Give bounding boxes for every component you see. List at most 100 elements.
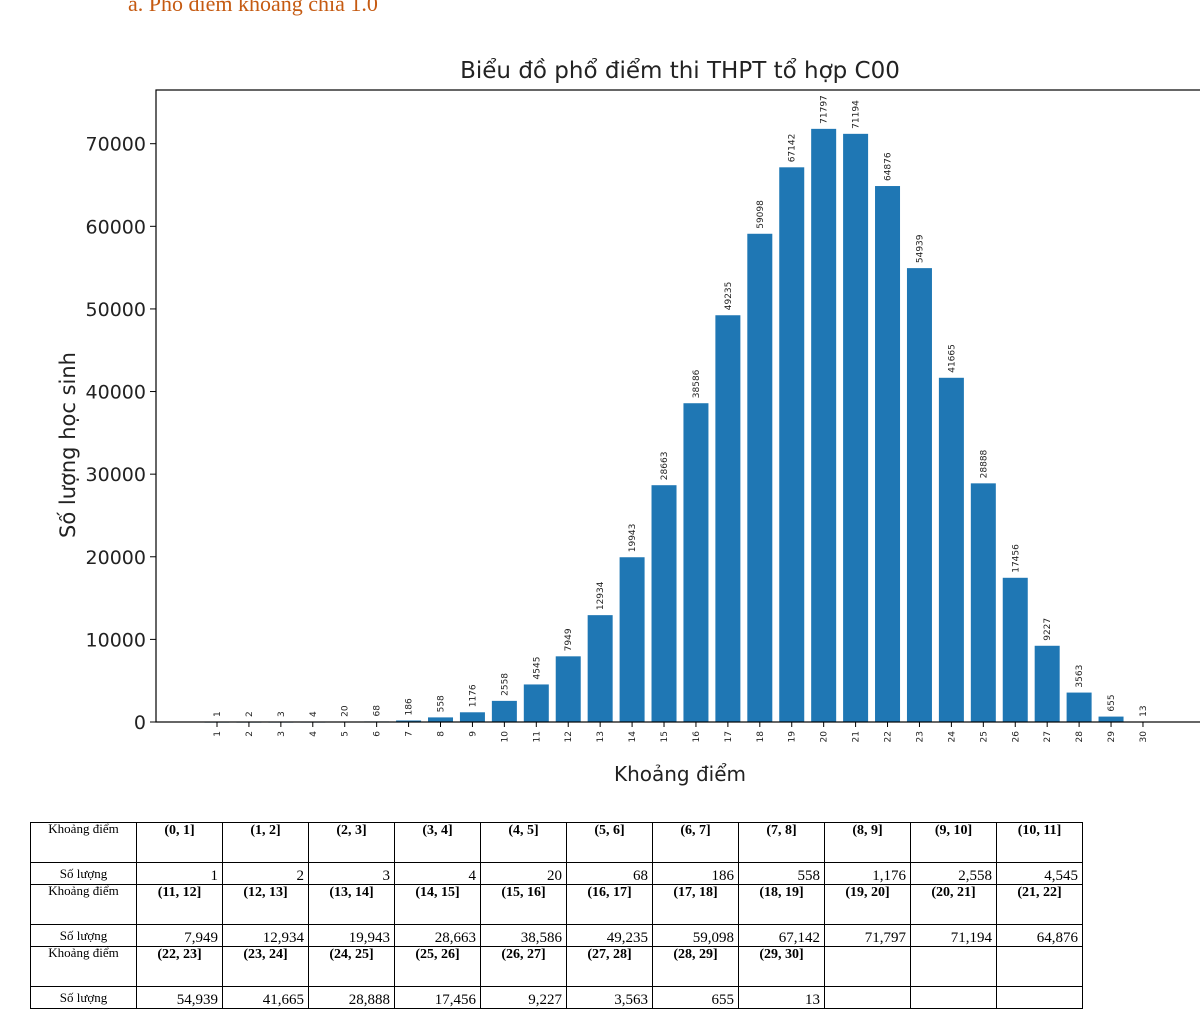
range-cell: (27, 28] xyxy=(566,946,653,987)
data-label: 19943 xyxy=(628,524,638,553)
count-cell: 28,663 xyxy=(394,924,481,947)
range-cell: (4, 5] xyxy=(480,822,567,863)
range-cell: (2, 3] xyxy=(308,822,395,863)
bar-15 xyxy=(651,485,677,722)
count-cell: 28,888 xyxy=(308,986,395,1009)
range-cell: (23, 24] xyxy=(222,946,309,987)
x-tick-label: 17 xyxy=(724,731,734,742)
x-tick-label: 21 xyxy=(852,731,862,742)
data-label: 1 xyxy=(213,711,223,717)
count-cell: 20 xyxy=(480,862,567,885)
x-tick-label: 23 xyxy=(915,731,925,742)
x-axis-label: Khoảng điểm xyxy=(614,762,746,786)
data-labels: 1 2 3 4 20 68 186 558 1176 2558 4545 7949 12934 19943… xyxy=(213,95,1149,717)
range-cell xyxy=(824,946,911,987)
data-label: 1176 xyxy=(468,684,478,707)
data-label: 2558 xyxy=(500,673,510,696)
x-tick-label: 1 xyxy=(213,731,223,737)
table-row-counts: Số lượng 54,939 41,665 28,888 17,456 9,227 3,5… xyxy=(30,986,1083,1009)
count-cell: 2,558 xyxy=(910,862,997,885)
score-table: Khoảng điểm (0, 1] (1, 2] (2, 3] (3, 4] (4, 5… xyxy=(30,822,1083,1009)
y-tick-label: 60000 xyxy=(86,216,146,238)
count-cell: 41,665 xyxy=(222,986,309,1009)
count-cell: 7,949 xyxy=(136,924,223,947)
x-tick-label: 12 xyxy=(564,731,574,742)
row-header-count: Số lượng xyxy=(30,986,137,1009)
data-label: 4545 xyxy=(532,657,542,680)
data-label: 59098 xyxy=(756,200,766,229)
range-cell: (5, 6] xyxy=(566,822,653,863)
bar-11 xyxy=(523,684,549,722)
count-cell: 2 xyxy=(222,862,309,885)
range-cell: (26, 27] xyxy=(480,946,567,987)
count-cell xyxy=(996,986,1083,1009)
range-cell: (25, 26] xyxy=(394,946,481,987)
score-distribution-chart: Biểu đồ phổ điểm thi THPT tổ hợp C00 010… xyxy=(56,58,1200,786)
x-tick-label: 18 xyxy=(756,731,766,743)
bar-20 xyxy=(811,128,837,723)
count-cell: 17,456 xyxy=(394,986,481,1009)
x-tick-label: 27 xyxy=(1043,731,1053,742)
data-label: 558 xyxy=(437,695,447,712)
bar-14 xyxy=(619,557,645,722)
chart-title: Biểu đồ phổ điểm thi THPT tổ hợp C00 xyxy=(460,58,900,84)
count-cell: 19,943 xyxy=(308,924,395,947)
range-cell: (20, 21] xyxy=(910,884,997,925)
range-cell: (1, 2] xyxy=(222,822,309,863)
count-cell: 54,939 xyxy=(136,986,223,1009)
count-cell: 558 xyxy=(738,862,825,885)
data-label: 28888 xyxy=(979,449,989,478)
data-label: 186 xyxy=(405,698,415,715)
bar-19 xyxy=(779,167,805,722)
count-cell: 71,797 xyxy=(824,924,911,947)
count-cell: 59,098 xyxy=(652,924,739,947)
bar-9 xyxy=(459,712,485,722)
x-tick-label: 29 xyxy=(1107,731,1117,743)
data-label: 9227 xyxy=(1043,618,1053,641)
data-label: 3 xyxy=(277,711,287,717)
table-row-ranges: Khoảng điểm (11, 12] (12, 13] (13, 14] (14, … xyxy=(30,884,1083,925)
y-tick-label: 70000 xyxy=(86,134,146,156)
count-cell: 68 xyxy=(566,862,653,885)
bar-28 xyxy=(1066,692,1092,722)
range-cell xyxy=(910,946,997,987)
bar-16 xyxy=(683,403,709,722)
row-header-count: Số lượng xyxy=(30,924,137,947)
count-cell: 9,227 xyxy=(480,986,567,1009)
count-cell: 655 xyxy=(652,986,739,1009)
range-cell: (12, 13] xyxy=(222,884,309,925)
x-tick-label: 15 xyxy=(660,731,670,742)
data-label: 67142 xyxy=(788,134,798,163)
x-tick-label: 2 xyxy=(245,731,255,737)
y-tick-label: 10000 xyxy=(86,629,146,651)
x-tick-label: 16 xyxy=(692,731,702,743)
range-cell: (14, 15] xyxy=(394,884,481,925)
bar-22 xyxy=(875,186,901,723)
data-label: 71194 xyxy=(852,100,862,129)
data-label: 49235 xyxy=(724,282,734,311)
range-cell: (28, 29] xyxy=(652,946,739,987)
plot-frame xyxy=(155,89,1200,723)
row-header-range: Khoảng điểm xyxy=(30,884,137,925)
x-tick-label: 30 xyxy=(1139,731,1149,743)
bar-21 xyxy=(843,133,869,722)
x-tick-label: 10 xyxy=(500,731,510,743)
bar-7 xyxy=(396,720,422,722)
range-cell: (17, 18] xyxy=(652,884,739,925)
x-tick-label: 7 xyxy=(405,731,415,737)
bar-29 xyxy=(1098,716,1124,722)
range-cell: (7, 8] xyxy=(738,822,825,863)
range-cell: (24, 25] xyxy=(308,946,395,987)
y-tick-label: 50000 xyxy=(86,299,146,321)
y-axis-label: Số lượng học sinh xyxy=(56,352,80,538)
range-cell: (13, 14] xyxy=(308,884,395,925)
data-label: 54939 xyxy=(915,234,925,263)
table-row-counts: Số lượng 1 2 3 4 20 68 186 558 1,176 2,558 4,545 xyxy=(30,862,1083,885)
x-tick-label: 11 xyxy=(532,731,542,742)
count-cell: 64,876 xyxy=(996,924,1083,947)
data-label: 64876 xyxy=(884,152,894,181)
row-header-count: Số lượng xyxy=(30,862,137,885)
bar-26 xyxy=(1002,577,1028,722)
x-tick-label: 28 xyxy=(1075,731,1085,743)
bar-23 xyxy=(906,268,932,722)
